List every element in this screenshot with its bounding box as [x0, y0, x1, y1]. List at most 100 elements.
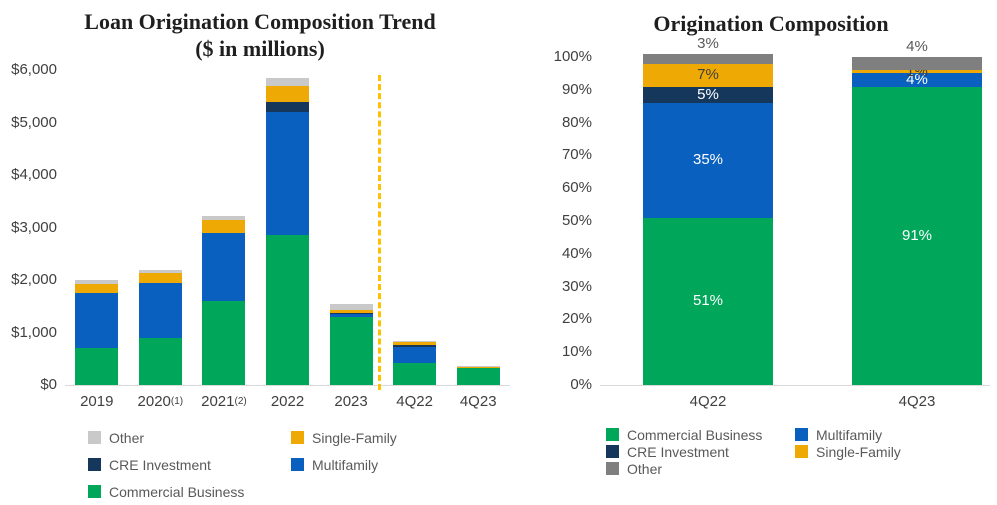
legend-swatch-multifamily [291, 458, 304, 471]
x-tick-label: 2021(2) [201, 393, 247, 410]
bar-segment-other-2020 [138, 269, 182, 273]
bar-segment-single-family-4q22 [643, 63, 773, 87]
y-tick-label: 50% [561, 212, 592, 229]
legend-swatch-single-family [795, 445, 808, 458]
legend-label: CRE Investment [109, 456, 211, 473]
bar-segment-other-4q23 [852, 57, 982, 71]
bar-segment-multifamily-4q22 [643, 102, 773, 218]
bar-segment-other-2023 [329, 304, 373, 310]
x-tick-label: 4Q22 [689, 393, 727, 410]
legend-swatch-cre-investment [88, 458, 101, 471]
y-tick-label: 40% [561, 244, 592, 262]
segment-label-multifamily-4q22: 35% [692, 151, 724, 169]
legend-label: Commercial Business [627, 426, 763, 443]
legend-swatch-commercial-business [606, 428, 619, 441]
legend-item-other: Other [88, 430, 291, 446]
x-tick-label: 2023 [334, 393, 368, 410]
y-tick-label: 70% [561, 146, 592, 164]
legend-row: Other Single-Family [88, 424, 494, 451]
legend-label: Single-Family [816, 443, 901, 460]
y-tick-label: 80% [561, 113, 592, 131]
legend-item-single-family: Single-Family [291, 430, 494, 446]
y-tick-label: 60% [561, 179, 592, 197]
x-tick-label: 2022 [270, 393, 305, 410]
bar-segment-single-family-4q23 [456, 367, 500, 369]
segment-label-other-4q22: 3% [697, 34, 719, 52]
x-tick-label: 2019 [80, 393, 114, 410]
legend-label: Commercial Business [109, 483, 245, 500]
bar-segment-multifamily-2021 [202, 232, 246, 301]
x-tick-footnote-marker: (2) [234, 396, 247, 407]
bar-segment-other-4q22 [393, 340, 437, 343]
bar-segment-multifamily-2019 [75, 293, 119, 348]
bar-segment-commercial-business-2019 [75, 347, 119, 385]
bar-segment-single-family-2022 [266, 85, 309, 102]
legend-swatch-single-family [291, 431, 304, 444]
bar-segment-multifamily-4q22 [393, 347, 437, 363]
bar-segment-multifamily-4q23 [852, 73, 982, 87]
bar-segment-single-family-4q22 [393, 342, 437, 346]
legend-label: Multifamily [816, 426, 883, 443]
bar-segment-other-4q23 [456, 366, 500, 368]
x-tick-label: 2020(1) [137, 393, 184, 410]
left-chart-title-line1: Loan Origination Composition Trend [84, 9, 436, 34]
y-tick-label: $4,000 [11, 166, 57, 183]
y-tick-label: $1,000 [11, 323, 57, 341]
x-axis-baseline [65, 385, 510, 386]
legend-swatch-multifamily [795, 428, 808, 441]
legend-row: CRE Investment Multifamily [88, 451, 494, 478]
y-tick-label: $0 [40, 376, 57, 393]
bar-segment-cre-investment-2022 [266, 101, 309, 112]
segment-label-commercial-business-4q22: 51% [692, 292, 724, 310]
legend-swatch-cre-investment [606, 445, 619, 458]
y-tick-label: 0% [570, 376, 592, 393]
segment-label-commercial-business-4q23: 91% [901, 226, 933, 244]
x-tick-label: 4Q23 [898, 393, 936, 410]
bar-segment-other-2021 [202, 216, 246, 220]
bar-segment-commercial-business-2020 [138, 337, 182, 385]
bar-segment-other-2022 [266, 77, 309, 86]
legend-swatch-commercial-business [88, 485, 101, 498]
segment-label-multifamily-4q23: 4% [906, 70, 928, 88]
legend-item-commercial-business: Commercial Business [88, 484, 291, 500]
left-chart-legend: Other Single-Family CRE Investment Multifam… [88, 424, 494, 505]
x-axis-baseline [600, 385, 990, 386]
right-chart-title: Origination Composition [653, 11, 889, 36]
bar-segment-commercial-business-4q22 [643, 217, 773, 385]
y-tick-label: $3,000 [11, 218, 57, 236]
y-tick-label: $6,000 [11, 61, 57, 78]
bar-segment-single-family-2020 [138, 272, 182, 284]
bar-segment-other-2019 [75, 279, 119, 284]
bar-segment-commercial-business-4q23 [456, 368, 500, 385]
bar-segment-commercial-business-4q22 [393, 362, 437, 385]
legend-item-cre-investment: CRE Investment [88, 457, 291, 473]
legend-row: Other [606, 460, 984, 477]
y-tick-label: $2,000 [11, 271, 57, 288]
bar-segment-single-family-2021 [202, 219, 246, 233]
y-tick-label: 20% [561, 310, 592, 328]
legend-label: Multifamily [312, 456, 379, 473]
legend-item-multifamily: Multifamily [291, 457, 494, 473]
legend-item-commercial-business: Commercial Business [606, 427, 795, 443]
bar-segment-single-family-4q23 [852, 70, 982, 74]
legend-row: Commercial Business [88, 478, 494, 505]
period-separator-dashed-line [378, 75, 381, 390]
left-chart-title: Loan Origination Composition Trend ($ in… [0, 8, 520, 62]
bar-segment-cre-investment-4q22 [393, 345, 437, 348]
left-chart-subtitle: ($ in millions) [195, 36, 325, 61]
legend-label: Single-Family [312, 429, 397, 446]
legend-item-other: Other [606, 461, 795, 477]
x-tick-label: 4Q23 [459, 393, 497, 410]
y-tick-label: 10% [561, 343, 592, 361]
segment-label-other-4q23: 4% [906, 38, 928, 55]
legend-row: Commercial Business Multifamily [606, 426, 984, 443]
bar-segment-commercial-business-4q23 [852, 86, 982, 385]
y-tick-label: 100% [553, 48, 592, 65]
legend-label: CRE Investment [627, 443, 729, 460]
bar-segment-multifamily-2022 [266, 112, 309, 236]
legend-row: CRE Investment Single-Family [606, 443, 984, 460]
bar-segment-commercial-business-2022 [266, 235, 309, 385]
bar-segment-commercial-business-2021 [202, 301, 246, 385]
segment-label-cre-investment-4q22: 5% [697, 85, 719, 103]
